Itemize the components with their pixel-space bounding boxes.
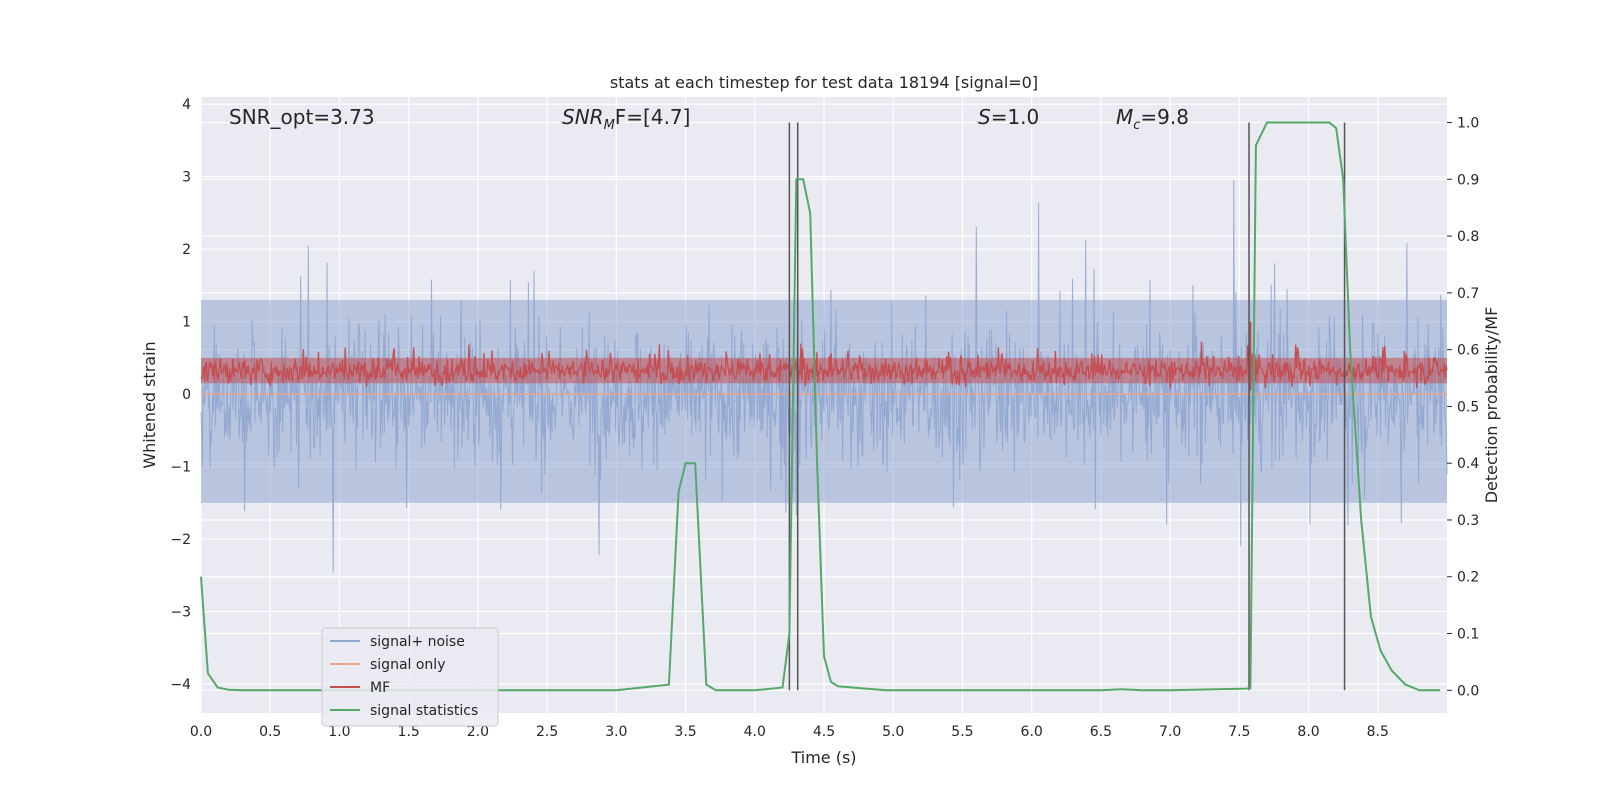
x-tick-label: 1.0 [328,724,350,740]
annotation-mc: Mc=9.8 [1116,105,1189,133]
y-tick-label-left: 3 [182,170,191,186]
y-tick-label-right: 0.1 [1457,627,1479,643]
series-mf [200,321,1448,391]
signal-statistics-line [200,121,1441,692]
legend-label-signal-only: signal only [370,657,445,673]
x-tick-label: 0.0 [190,724,212,740]
annotation-snr-mf: SNRMF=[4.7] [562,105,690,133]
x-axis-ticks: 0.0 0.5 1.0 1.5 2.0 2.5 3.0 3.5 4.0 4.5 5.0 5.5 6.0 6… [190,724,1389,740]
x-tick-label: 5.0 [882,724,904,740]
y-tick-label-left: −1 [170,460,191,476]
y-tick-label-right: 0.0 [1457,683,1479,699]
y-tick-label-right: 0.7 [1457,286,1479,302]
legend-box [321,627,499,727]
x-tick-label: 8.5 [1367,724,1389,740]
x-tick-label: 4.0 [744,724,766,740]
y-tick-label-right: 0.5 [1457,399,1479,415]
y-tick-label-left: 2 [182,242,191,258]
y-axis-left-ticks: −4 −3 −2 −1 0 1 2 3 4 [170,97,191,693]
y-tick-label-right: 0.2 [1457,570,1479,586]
signal-noise-band [201,299,1447,503]
y-tick-label-right: 0.8 [1457,229,1479,245]
x-tick-label: 6.0 [1021,724,1043,740]
mf-band [201,357,1447,384]
legend-label-signal-noise: signal+ noise [370,634,465,650]
series-signal-statistics [200,121,1441,692]
x-tick-label: 0.5 [259,724,281,740]
y-tick-label-left: 1 [182,315,191,331]
x-tick-label: 7.0 [1159,724,1181,740]
legend-label-mf: MF [370,680,390,696]
x-tick-label: 7.5 [1228,724,1250,740]
legend: signal+ noise signal only MF signal stat… [321,627,499,727]
y-tick-label-left: 0 [182,387,191,403]
annotation-snr-opt: SNR_opt=3.73 [229,105,375,129]
y-tick-label-left: −3 [170,605,191,621]
x-tick-label: 4.5 [813,724,835,740]
legend-label-signal-statistics: signal statistics [370,703,478,719]
x-tick-label: 3.0 [605,724,627,740]
y-tick-label-left: 4 [182,97,191,113]
y-tick-label-left: −4 [170,677,191,693]
x-tick-label: 2.0 [467,724,489,740]
series-signal-noise [200,179,1448,573]
x-tick-label: 1.5 [398,724,420,740]
x-tick-label: 3.5 [674,724,696,740]
y-tick-label-right: 0.3 [1457,513,1479,529]
y-axis-right-label: Detection probability/MF [1482,307,1501,504]
x-axis-label: Time (s) [790,748,856,767]
chart-title: stats at each timestep for test data 181… [610,73,1038,92]
x-tick-label: 2.5 [536,724,558,740]
y-axis-left-label: Whitened strain [140,341,159,468]
x-tick-label: 6.5 [1090,724,1112,740]
y-tick-label-right: 1.0 [1457,116,1479,132]
x-tick-label: 5.5 [951,724,973,740]
annotation-s: S=1.0 [978,105,1039,129]
y-tick-label-right: 0.6 [1457,343,1479,359]
y-axis-right-ticks: 0.0 0.1 0.2 0.3 0.4 0.5 0.6 0.7 0.8 0.9 1.0 [1447,116,1479,699]
y-tick-label-right: 0.4 [1457,456,1479,472]
y-tick-label-right: 0.9 [1457,172,1479,188]
x-tick-label: 8.0 [1297,724,1319,740]
y-tick-label-left: −2 [170,532,191,548]
